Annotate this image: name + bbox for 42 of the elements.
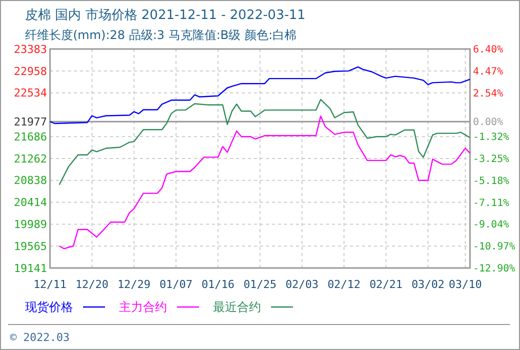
legend-label: 现货价格 <box>25 300 73 314</box>
y-tick-label: 19989 <box>14 218 47 232</box>
y-tick-label: 21977 <box>14 115 47 128</box>
y2-tick-label: -1.32% <box>473 132 510 144</box>
x-tick-label: 12/11 <box>33 278 67 291</box>
y-tick-label: 21262 <box>14 152 47 166</box>
y-tick-label: 20414 <box>14 196 48 210</box>
x-tick-label: 02/12 <box>327 278 361 291</box>
line-series <box>58 98 471 186</box>
text: © 2022.03 <box>10 331 70 344</box>
line-series <box>49 66 471 124</box>
y2-tick-label: 4.47% <box>473 66 504 78</box>
y-tick-label: 19141 <box>14 262 47 275</box>
y2-tick-label: -5.18% <box>473 176 510 187</box>
x-tick-label: 03/10 <box>448 278 482 291</box>
chart-subtitle: 纤维长度(mm):28 品级:3 马克隆值:B级 颜色:白棉 <box>25 28 296 42</box>
y-tick-label: 23383 <box>14 42 47 56</box>
y-tick-label: 20838 <box>14 174 47 188</box>
y2-tick-label: 2.54% <box>473 88 504 100</box>
y2-tick-label: 6.40% <box>473 44 504 56</box>
y-tick-label: 21686 <box>14 130 47 144</box>
x-tick-label: 03/02 <box>411 278 445 291</box>
y-tick-label: 22534 <box>14 86 48 100</box>
x-tick-label: 01/07 <box>159 278 193 291</box>
legend-label: 主力合约 <box>119 300 167 314</box>
x-tick-label: 02/21 <box>369 278 403 291</box>
y2-tick-label: -10.97% <box>473 242 516 253</box>
chart-title: 皮棉 国内 市场价格 2021-12-11 - 2022-03-11 <box>25 8 306 23</box>
x-tick-label: 01/16 <box>201 278 235 291</box>
y2-tick-label: 0.00% <box>473 117 504 128</box>
y-tick-label: 19565 <box>14 240 47 253</box>
legend-label: 最近合约 <box>213 300 261 314</box>
y2-tick-label: -9.04% <box>473 220 510 231</box>
y2-tick-label: -3.25% <box>473 154 510 165</box>
y2-tick-label: -12.90% <box>473 264 516 274</box>
x-tick-label: 01/25 <box>243 278 277 291</box>
x-tick-label: 12/29 <box>117 278 151 291</box>
x-tick-label: 12/20 <box>75 278 109 291</box>
x-tick-label: 02/03 <box>285 278 319 291</box>
y-tick-label: 22958 <box>14 64 47 78</box>
y2-tick-label: -7.11% <box>473 198 510 209</box>
line-series <box>58 116 471 250</box>
